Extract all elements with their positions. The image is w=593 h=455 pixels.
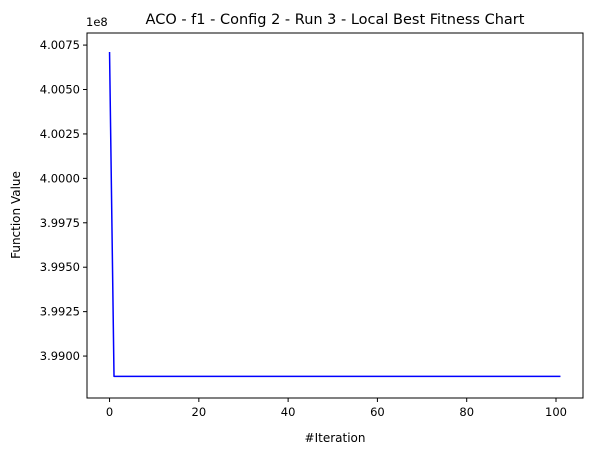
- y-tick-label: 3.9950: [40, 260, 80, 274]
- series-layer: [108, 51, 561, 378]
- x-tick-label: 80: [459, 405, 474, 419]
- y-tick-label: 3.9900: [40, 349, 80, 363]
- plot-frame: [86, 32, 584, 399]
- y-tick-label: 4.0025: [40, 127, 80, 141]
- y-axis-offset-label: 1e8: [86, 15, 108, 29]
- x-axis-label: #Iteration: [305, 431, 366, 445]
- x-axis-ticks: 0 20 40 60 80 100: [106, 398, 567, 419]
- y-axis-label: Function Value: [9, 171, 23, 259]
- chart-title: ACO - f1 - Config 2 - Run 3 - Local Best…: [146, 12, 525, 28]
- plot-area: [86, 32, 584, 399]
- x-tick-label: 100: [545, 405, 567, 419]
- x-tick-label: 40: [281, 405, 296, 419]
- series-line-0: [108, 51, 561, 378]
- y-tick-label: 3.9975: [40, 216, 80, 230]
- y-tick-label: 4.0050: [40, 83, 80, 97]
- y-axis-ticks: 3.9900 3.9925 3.9950 3.9975 4.0000 4.0025 4.00…: [40, 38, 87, 363]
- x-tick-label: 0: [106, 405, 113, 419]
- x-tick-label: 60: [370, 405, 385, 419]
- y-tick-label: 3.9925: [40, 305, 80, 319]
- y-tick-label: 4.0075: [40, 38, 80, 52]
- x-tick-label: 20: [192, 405, 207, 419]
- y-tick-label: 4.0000: [40, 171, 80, 185]
